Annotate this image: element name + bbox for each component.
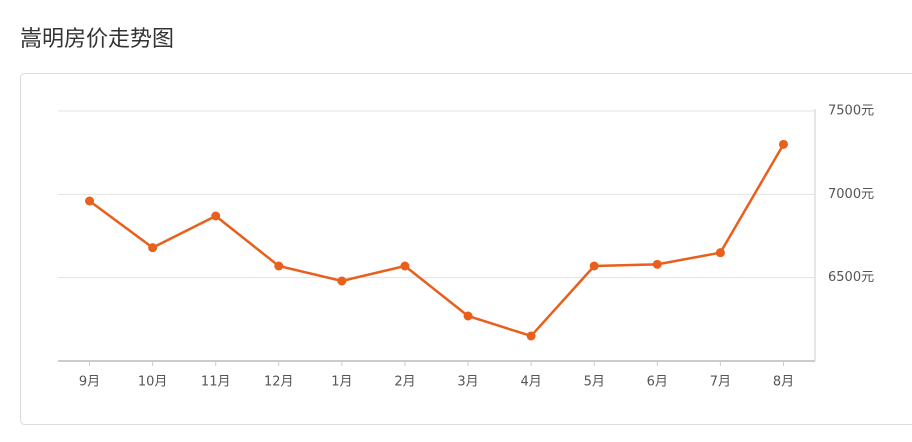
x-tick-label: 2月: [394, 375, 415, 390]
point: [400, 262, 409, 271]
x-tick-label: 9月: [79, 375, 100, 390]
point: [148, 243, 157, 252]
point: [527, 332, 536, 341]
point: [85, 197, 94, 206]
x-tick-label: 11月: [201, 375, 231, 390]
point: [337, 277, 346, 286]
point: [211, 212, 220, 221]
y-tick-label: 7000元: [828, 187, 874, 202]
point: [716, 248, 725, 257]
x-tick-label: 8月: [773, 375, 794, 390]
y-tick-label: 6500元: [828, 270, 874, 285]
x-tick-label: 12月: [264, 375, 294, 390]
x-tick-label: 1月: [331, 375, 352, 390]
x-tick-label: 3月: [457, 375, 478, 390]
x-tick-label: 4月: [520, 375, 541, 390]
point: [274, 262, 283, 271]
point: [464, 312, 473, 321]
x-tick-label: 5月: [584, 375, 605, 390]
point: [779, 140, 788, 149]
x-tick-label: 7月: [710, 375, 731, 390]
x-tick-label: 6月: [647, 375, 668, 390]
chart-title: 嵩明房价走势图: [20, 27, 174, 52]
x-tick-label: 10月: [138, 375, 168, 390]
y-tick-label: 7500元: [828, 104, 874, 119]
point: [653, 260, 662, 269]
point: [590, 262, 599, 271]
